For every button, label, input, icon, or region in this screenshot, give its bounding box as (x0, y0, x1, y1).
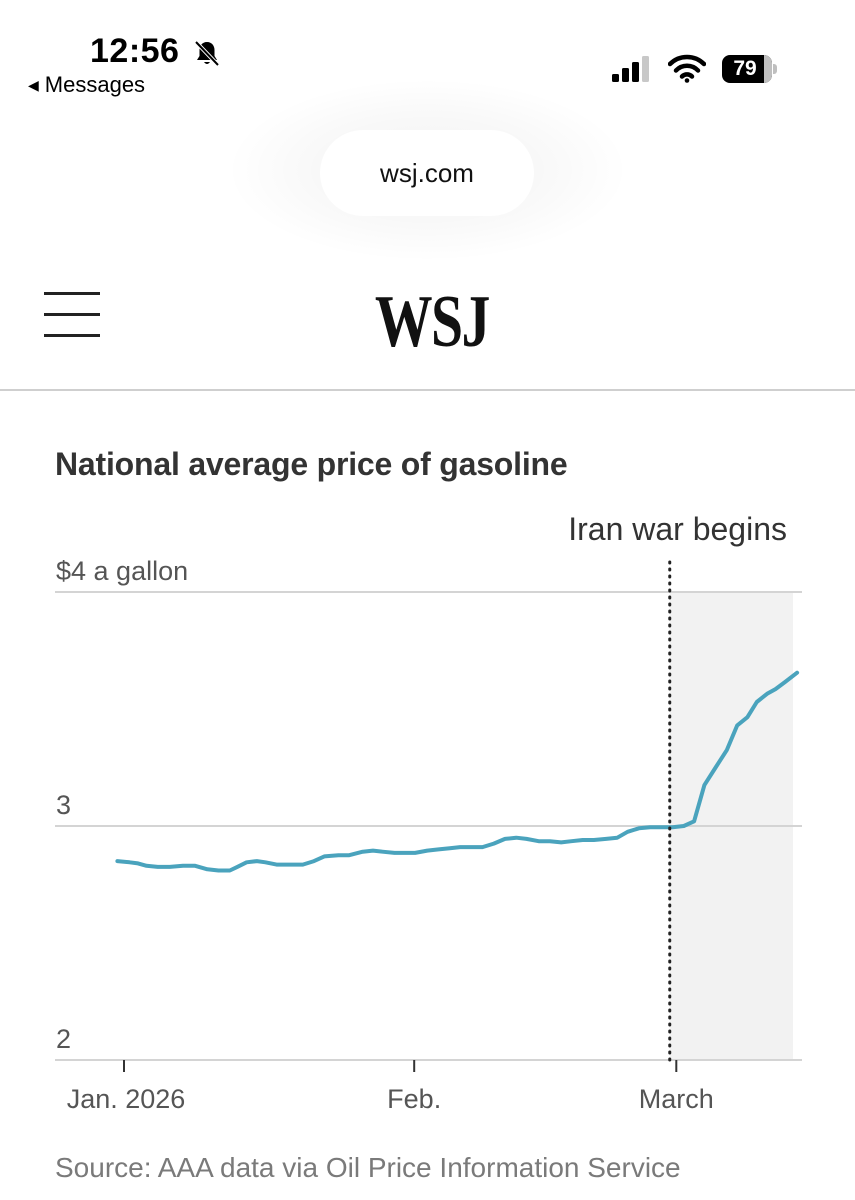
y-tick-label-2: 2 (56, 1024, 71, 1054)
y-tick-label-3: 3 (56, 790, 71, 820)
back-triangle-icon: ◀ (28, 77, 39, 93)
back-to-app-button[interactable]: ◀ Messages (28, 72, 145, 98)
hamburger-menu-icon[interactable] (44, 292, 100, 338)
signal-icon (612, 56, 649, 82)
gasoline-price-chart: Iran war begins Jan. 2026 Feb. March $4 … (55, 511, 802, 1114)
chart-title: National average price of gasoline (55, 446, 568, 482)
x-tick-label-march: March (639, 1084, 714, 1114)
back-app-label: Messages (44, 72, 146, 97)
x-tick-label-jan: Jan. 2026 (67, 1084, 186, 1114)
url-bar[interactable]: wsj.com (320, 130, 534, 216)
header-divider (0, 389, 855, 391)
y-tick-label-4: $4 a gallon (56, 556, 188, 586)
status-time: 12:56 (90, 32, 180, 70)
wifi-icon (668, 54, 706, 83)
chart-source-note: Source: AAA data via Oil Price Informati… (55, 1152, 681, 1183)
x-tick-label-feb: Feb. (387, 1084, 441, 1114)
price-series-line (115, 670, 800, 873)
wsj-logo[interactable]: WSJ (374, 281, 491, 363)
iran-war-annotation: Iran war begins (568, 511, 787, 547)
battery-icon: 79 (722, 55, 778, 83)
battery-level: 79 (733, 57, 757, 80)
bell-slash-icon (194, 40, 220, 67)
